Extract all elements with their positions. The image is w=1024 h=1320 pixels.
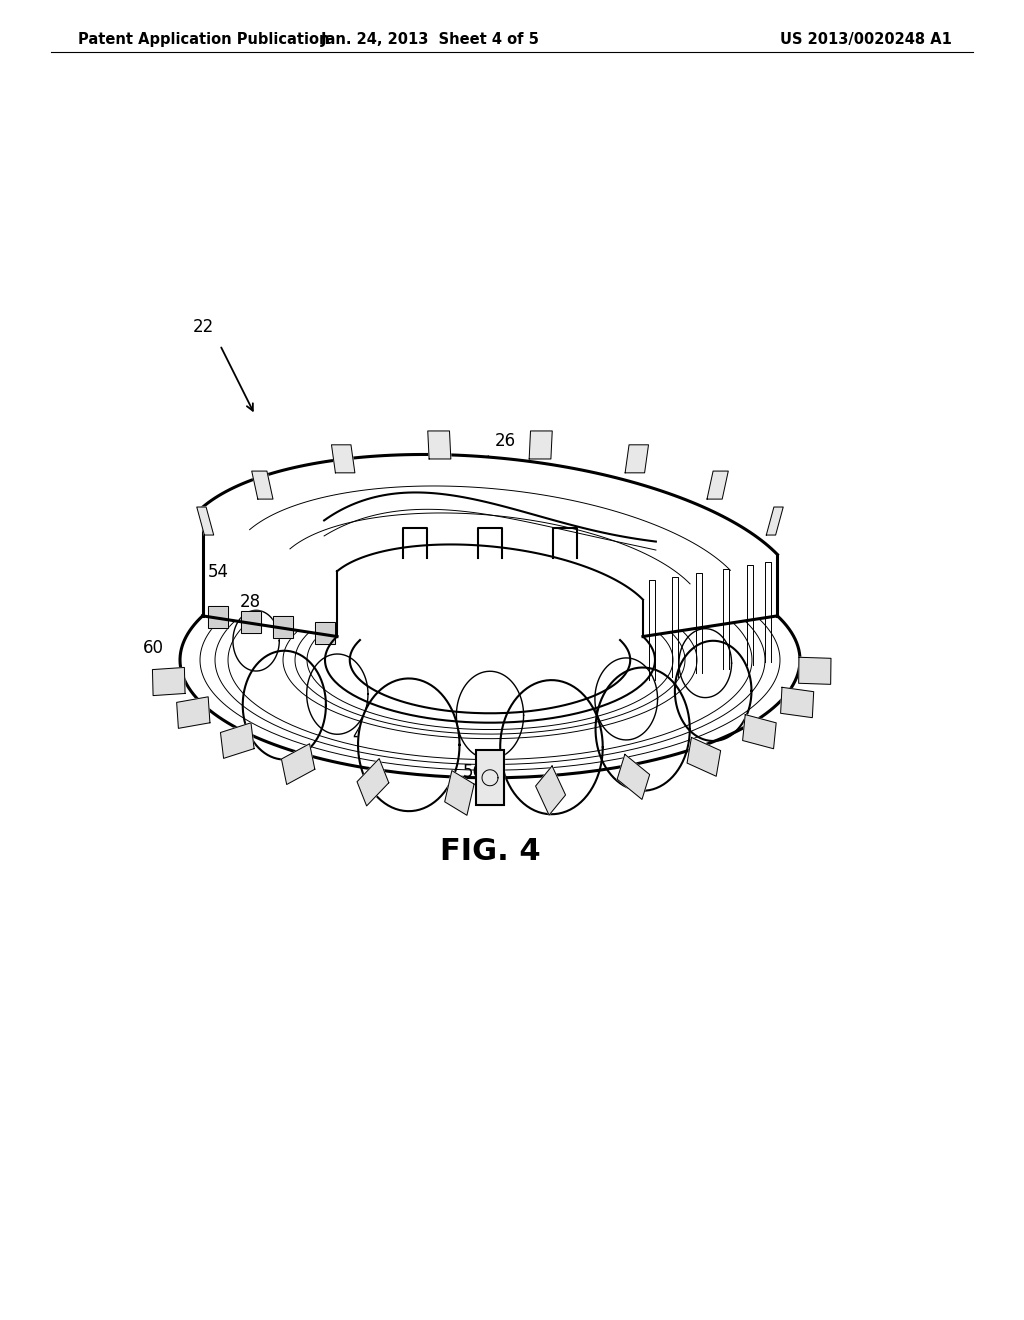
Polygon shape	[232, 610, 280, 671]
Polygon shape	[203, 454, 777, 599]
Polygon shape	[799, 657, 830, 684]
Bar	[273, 616, 294, 638]
Polygon shape	[529, 430, 552, 459]
Text: US 2013/0020248 A1: US 2013/0020248 A1	[780, 32, 952, 48]
Polygon shape	[243, 651, 326, 759]
Bar	[315, 622, 335, 644]
Polygon shape	[457, 672, 523, 759]
Polygon shape	[252, 471, 273, 499]
Polygon shape	[500, 680, 603, 814]
Polygon shape	[596, 668, 690, 791]
Text: 22: 22	[193, 318, 214, 337]
Polygon shape	[428, 430, 451, 459]
Text: 28: 28	[240, 593, 261, 611]
Text: FIG. 4: FIG. 4	[439, 837, 541, 866]
Text: 56: 56	[463, 763, 484, 781]
Polygon shape	[197, 507, 214, 535]
Polygon shape	[707, 471, 728, 499]
Text: Patent Application Publication: Patent Application Publication	[78, 32, 330, 48]
Polygon shape	[675, 640, 752, 741]
Bar	[273, 616, 294, 638]
Polygon shape	[180, 616, 800, 777]
Text: 54: 54	[208, 564, 229, 581]
Polygon shape	[780, 688, 814, 718]
Polygon shape	[358, 678, 460, 812]
Bar	[241, 611, 261, 634]
Bar	[209, 606, 228, 628]
Polygon shape	[177, 697, 210, 729]
Polygon shape	[595, 657, 657, 741]
Bar	[476, 750, 504, 805]
Text: 54: 54	[555, 729, 575, 747]
Polygon shape	[220, 723, 254, 759]
Polygon shape	[742, 714, 776, 748]
Polygon shape	[687, 738, 721, 776]
Polygon shape	[536, 766, 565, 814]
Text: 44: 44	[272, 719, 293, 737]
Polygon shape	[617, 754, 649, 800]
Polygon shape	[332, 445, 355, 473]
Polygon shape	[282, 743, 314, 784]
Text: 60: 60	[143, 639, 164, 657]
Bar	[241, 611, 261, 634]
Polygon shape	[153, 668, 185, 696]
Text: 48: 48	[352, 726, 373, 744]
Text: 54: 54	[510, 743, 531, 762]
Bar	[209, 606, 228, 628]
Polygon shape	[444, 771, 474, 816]
Text: Jan. 24, 2013  Sheet 4 of 5: Jan. 24, 2013 Sheet 4 of 5	[321, 32, 540, 48]
Polygon shape	[357, 759, 389, 807]
Polygon shape	[679, 628, 731, 697]
Text: 26: 26	[495, 432, 515, 450]
Polygon shape	[307, 653, 368, 734]
Bar	[315, 622, 335, 644]
Polygon shape	[766, 507, 783, 535]
Polygon shape	[625, 445, 648, 473]
Bar	[476, 750, 504, 805]
